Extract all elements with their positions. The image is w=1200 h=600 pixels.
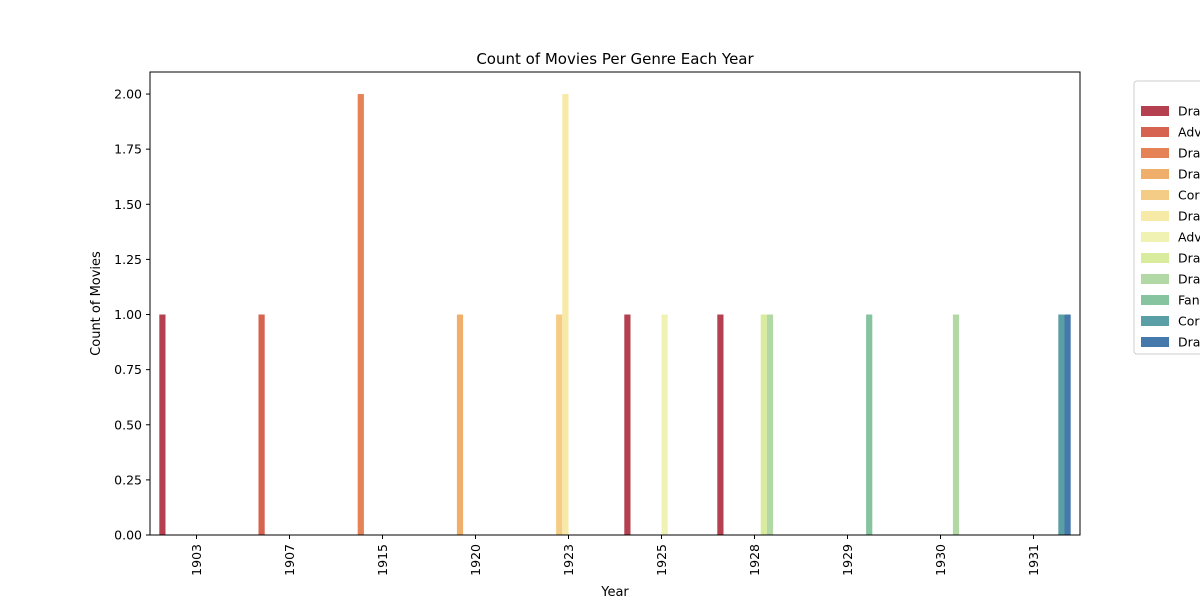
y-tick-label: 0.00 (114, 528, 142, 543)
legend-swatch (1141, 337, 1169, 347)
x-tick-label: 1920 (468, 544, 483, 576)
legend-entry: Dra (1178, 272, 1200, 287)
legend-entry: Adv (1178, 230, 1200, 245)
legend-swatch (1141, 274, 1169, 284)
legend-entry: Dra (1178, 209, 1200, 224)
bar (760, 314, 767, 535)
y-axis-label: Count of Movies (89, 251, 104, 356)
bar (717, 314, 724, 535)
legend-entry: Dra (1178, 104, 1200, 119)
y-tick-label: 0.25 (114, 472, 142, 487)
x-tick-label: 1923 (561, 544, 576, 576)
legend-swatch (1141, 295, 1169, 305)
bar (952, 314, 960, 535)
x-tick-label: 1915 (375, 544, 390, 576)
bar (159, 314, 166, 535)
legend-swatch (1141, 232, 1169, 242)
legend-swatch (1141, 253, 1169, 263)
legend-swatch (1141, 127, 1169, 137)
x-axis: 1903 1907 1915 1920 1923 1925 1928 1929 1930 1931 (189, 535, 1041, 576)
y-tick-label: 1.50 (114, 197, 142, 212)
legend-entry: Dra (1178, 335, 1200, 350)
x-tick-label: 1929 (840, 544, 855, 576)
bar (1064, 314, 1071, 535)
legend-entry: Fan (1178, 293, 1200, 308)
y-tick-label: 0.75 (114, 362, 142, 377)
legend-swatch (1141, 190, 1169, 200)
bar (357, 94, 364, 536)
y-tick-label: 1.00 (114, 307, 142, 322)
legend-entry: Cor (1178, 188, 1200, 203)
bar (562, 94, 569, 536)
bar (766, 314, 774, 535)
bar (1058, 314, 1065, 535)
bar (556, 314, 563, 535)
legend-entry: Cor (1178, 314, 1200, 329)
legend-swatch (1141, 148, 1169, 158)
legend-entry: Adv (1178, 125, 1200, 140)
bar (456, 314, 464, 535)
y-axis: 0.00 0.25 0.50 0.75 1.00 1.25 1.50 1.75 2.00 (114, 87, 150, 543)
bar (624, 314, 631, 535)
bars-layer (159, 94, 1071, 536)
legend: Dra Adv Dra Dra Cor Dra Adv Dra Dra Fan Cor Dra (1133, 80, 1200, 355)
bar (661, 314, 668, 535)
y-tick-label: 0.50 (114, 417, 142, 432)
x-tick-label: 1925 (654, 544, 669, 576)
x-axis-label: Year (600, 585, 629, 600)
x-tick-label: 1931 (1026, 544, 1041, 576)
y-tick-label: 1.25 (114, 252, 142, 267)
plot-frame (149, 71, 1081, 536)
chart-title: Count of Movies Per Genre Each Year (476, 50, 754, 68)
bar (866, 314, 873, 535)
legend-entry: Dra (1178, 146, 1200, 161)
x-tick-label: 1930 (933, 544, 948, 576)
bar (258, 314, 265, 535)
legend-swatch (1141, 316, 1169, 326)
legend-swatch (1141, 211, 1169, 221)
legend-entry: Dra (1178, 251, 1200, 266)
x-tick-label: 1928 (747, 544, 762, 576)
x-tick-label: 1903 (189, 544, 204, 576)
x-tick-label: 1907 (282, 544, 297, 576)
y-tick-label: 1.75 (114, 142, 142, 157)
legend-entry: Dra (1178, 167, 1200, 182)
y-tick-label: 2.00 (114, 87, 142, 102)
legend-swatch (1141, 169, 1169, 179)
legend-swatch (1141, 106, 1169, 116)
